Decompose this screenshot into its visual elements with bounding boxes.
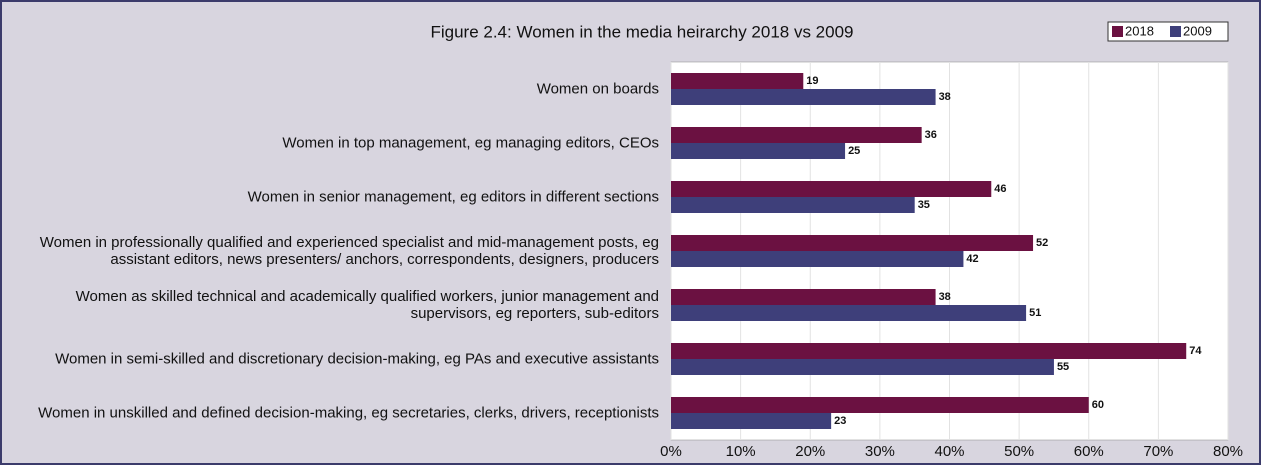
- category-label: Women in senior management, eg editors i…: [247, 188, 659, 206]
- bar: [671, 127, 922, 143]
- data-label: 38: [939, 91, 951, 103]
- data-label: 36: [925, 129, 937, 141]
- bar: [671, 181, 992, 197]
- data-label: 19: [806, 75, 818, 87]
- legend-box: [1107, 21, 1229, 42]
- data-label: 52: [1036, 237, 1048, 249]
- bar: [671, 235, 1034, 251]
- x-tick-label: 60%: [1074, 443, 1104, 460]
- x-tick-label: 0%: [660, 443, 682, 460]
- category-label: Women in unskilled and defined decision-…: [38, 404, 659, 422]
- category-label: Women in top management, eg managing edi…: [282, 134, 659, 152]
- data-label: 55: [1057, 361, 1069, 373]
- bar: [671, 397, 1089, 413]
- bar: [671, 343, 1187, 359]
- bar: [671, 305, 1027, 321]
- x-tick-label: 70%: [1143, 443, 1173, 460]
- category-label: Women on boards: [536, 80, 659, 98]
- data-label: 38: [939, 291, 951, 303]
- chart-title: Figure 2.4: Women in the media heirarchy…: [430, 22, 853, 41]
- legend-label: 2018: [1125, 23, 1154, 38]
- legend-label: 2009: [1183, 23, 1212, 38]
- data-label: 42: [966, 253, 978, 265]
- data-label: 51: [1029, 307, 1041, 319]
- data-label: 46: [994, 183, 1006, 195]
- bar: [671, 143, 846, 159]
- data-label: 25: [848, 145, 860, 157]
- x-tick-label: 80%: [1213, 443, 1243, 460]
- category-label: Women in semi-skilled and discretionary …: [55, 350, 659, 368]
- category-label: Women in professionally qualified and ex…: [39, 234, 659, 268]
- x-tick-label: 40%: [934, 443, 964, 460]
- legend-swatch: [1170, 26, 1181, 37]
- legend-swatch: [1112, 26, 1123, 37]
- data-label: 35: [918, 199, 930, 211]
- category-label: Women as skilled technical and academica…: [75, 288, 659, 322]
- data-label: 23: [834, 415, 846, 427]
- bar: [671, 413, 832, 429]
- bar: [671, 89, 936, 105]
- bar: [671, 73, 804, 89]
- x-tick-label: 20%: [795, 443, 825, 460]
- data-label: 74: [1189, 345, 1202, 357]
- bar: [671, 289, 936, 305]
- bar: [671, 251, 964, 267]
- data-label: 60: [1092, 399, 1104, 411]
- bar: [671, 359, 1054, 375]
- x-tick-label: 30%: [865, 443, 895, 460]
- bar: [671, 197, 915, 213]
- x-tick-label: 50%: [1004, 443, 1034, 460]
- x-tick-label: 10%: [726, 443, 756, 460]
